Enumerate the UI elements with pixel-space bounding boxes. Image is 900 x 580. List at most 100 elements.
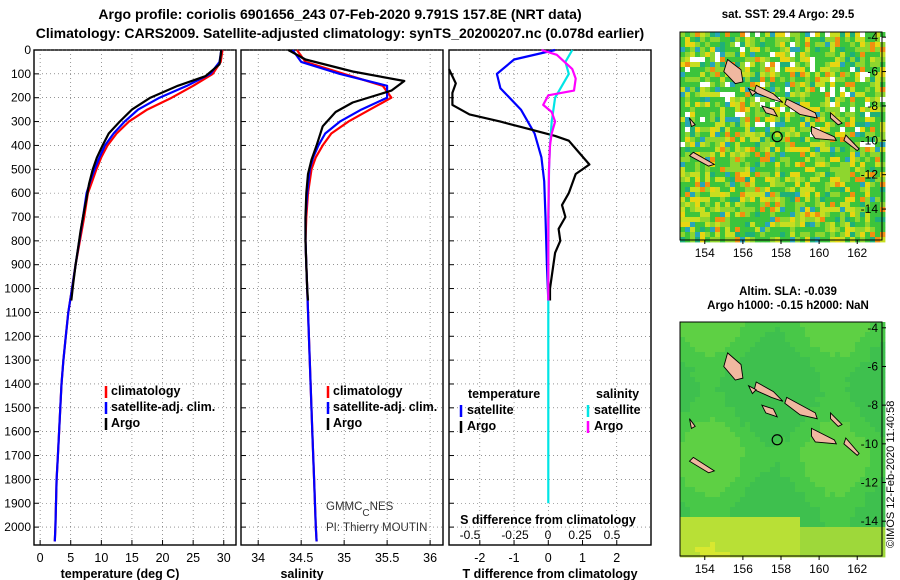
map-cell xyxy=(725,122,731,128)
map-cell xyxy=(875,182,881,188)
map-cell xyxy=(810,532,816,538)
map-cell xyxy=(695,487,701,493)
map-cell xyxy=(850,102,856,108)
map-cell xyxy=(770,52,776,58)
map-cell xyxy=(710,522,716,528)
map-cell xyxy=(850,332,856,338)
map-cell xyxy=(820,472,826,478)
map-cell xyxy=(800,452,806,458)
map-cell xyxy=(725,32,731,38)
map-cell xyxy=(750,122,756,128)
map-cell xyxy=(825,232,831,238)
map-cell xyxy=(825,537,831,543)
map-cell xyxy=(690,482,696,488)
map-cell xyxy=(835,227,841,233)
map-cell xyxy=(735,47,741,53)
map-cell xyxy=(790,77,796,83)
map-cell xyxy=(850,182,856,188)
map-cell xyxy=(840,402,846,408)
map-cell xyxy=(840,77,846,83)
map-cell xyxy=(765,72,771,78)
map-cell xyxy=(695,47,701,53)
map-cell xyxy=(775,497,781,503)
map-cell xyxy=(865,322,871,328)
map-cell xyxy=(750,382,756,388)
map-cell xyxy=(780,457,786,463)
map-cell xyxy=(770,192,776,198)
x-tick-label: 35 xyxy=(337,551,351,565)
map-cell xyxy=(745,77,751,83)
map-cell xyxy=(800,517,806,523)
map-cell xyxy=(720,372,726,378)
map-cell xyxy=(820,462,826,468)
map-cell xyxy=(710,37,716,43)
map-cell xyxy=(810,192,816,198)
map-cell xyxy=(700,387,706,393)
map-cell xyxy=(840,512,846,518)
map-cell xyxy=(715,527,721,533)
map-cell xyxy=(880,352,886,358)
map-cell xyxy=(745,422,751,428)
map-cell xyxy=(815,547,821,553)
map-cell xyxy=(795,207,801,213)
map-cell xyxy=(730,402,736,408)
map-cell xyxy=(745,402,751,408)
map-cell xyxy=(850,97,856,103)
map-cell xyxy=(820,57,826,63)
map-cell xyxy=(780,217,786,223)
map-cell xyxy=(720,57,726,63)
map-cell xyxy=(850,42,856,48)
map-cell xyxy=(850,202,856,208)
map-cell xyxy=(855,422,861,428)
x-tick-label: 20 xyxy=(156,551,170,565)
map-cell xyxy=(860,227,866,233)
map-cell xyxy=(710,387,716,393)
map-cell xyxy=(740,492,746,498)
map-cell xyxy=(860,67,866,73)
map-cell xyxy=(775,52,781,58)
y-tick-label: 400 xyxy=(11,138,31,152)
map-cell xyxy=(735,452,741,458)
map-cell xyxy=(730,177,736,183)
map-cell xyxy=(740,387,746,393)
map-cell xyxy=(875,517,881,523)
map-cell xyxy=(755,202,761,208)
map-cell xyxy=(730,182,736,188)
map-cell xyxy=(690,402,696,408)
map-cell xyxy=(715,82,721,88)
map-cell xyxy=(800,432,806,438)
map-cell xyxy=(800,182,806,188)
map-cell xyxy=(845,417,851,423)
map-cell xyxy=(790,47,796,53)
map-cell xyxy=(865,357,871,363)
map-cell xyxy=(790,367,796,373)
map-cell xyxy=(750,227,756,233)
map-cell xyxy=(765,147,771,153)
map-cell xyxy=(730,82,736,88)
map-cell xyxy=(725,52,731,58)
map-cell xyxy=(740,197,746,203)
map-cell xyxy=(765,412,771,418)
map-cell xyxy=(870,77,876,83)
map-cell xyxy=(815,507,821,513)
lat-tick-label: -10 xyxy=(861,437,879,451)
map-cell xyxy=(855,367,861,373)
x-tick-label: 30 xyxy=(217,551,231,565)
map-cell xyxy=(830,432,836,438)
map-cell xyxy=(705,157,711,163)
map-cell xyxy=(865,42,871,48)
map-cell xyxy=(750,167,756,173)
map-cell xyxy=(715,32,721,38)
map-cell xyxy=(680,92,686,98)
map-cell xyxy=(735,462,741,468)
map-cell xyxy=(855,77,861,83)
map-cell xyxy=(865,467,871,473)
map-cell xyxy=(880,512,886,518)
map-cell xyxy=(740,537,746,543)
map-cell xyxy=(780,377,786,383)
map-cell xyxy=(715,342,721,348)
map-cell xyxy=(780,442,786,448)
map-cell xyxy=(680,507,686,513)
map-cell xyxy=(700,197,706,203)
map-cell xyxy=(755,42,761,48)
